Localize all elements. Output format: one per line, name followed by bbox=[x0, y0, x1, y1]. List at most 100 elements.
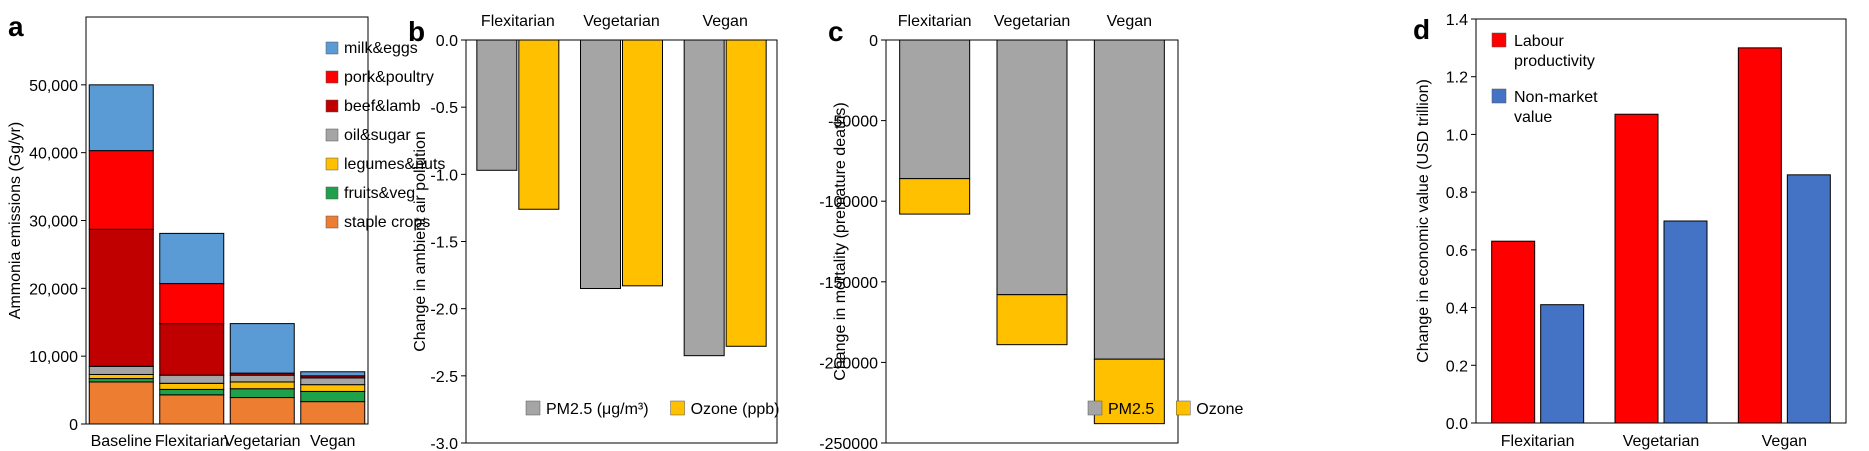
bar-segment bbox=[229, 388, 295, 399]
y-tick-label: -250000 bbox=[819, 436, 878, 451]
legend-label: PM2.5 bbox=[1108, 401, 1154, 418]
legend-label: beef&lamb bbox=[344, 98, 421, 115]
x-category-label: Vegetarian bbox=[1623, 433, 1700, 450]
legend-swatch bbox=[325, 215, 339, 229]
bar-segment bbox=[159, 283, 225, 325]
bar bbox=[518, 39, 560, 210]
x-category-label: Flexitarian bbox=[481, 13, 555, 30]
legend-label: value bbox=[1514, 109, 1552, 126]
bar-segment bbox=[300, 377, 366, 386]
bar-segment bbox=[88, 378, 154, 383]
y-tick-label: 1.4 bbox=[1446, 12, 1468, 29]
y-tick-label: 1.2 bbox=[1446, 70, 1468, 87]
legend-label: Ozone (ppb) bbox=[691, 401, 780, 418]
y-tick-label: -200000 bbox=[819, 355, 878, 372]
x-category-label: Vegetarian bbox=[583, 13, 660, 30]
y-tick-label: 40,000 bbox=[29, 146, 78, 163]
bar-segment bbox=[229, 374, 295, 383]
legend-swatch bbox=[325, 70, 339, 84]
bar-segment bbox=[899, 39, 971, 180]
y-tick-label: -50000 bbox=[828, 114, 878, 131]
bar-segment bbox=[88, 228, 154, 367]
x-category-label: Flexitarian bbox=[1501, 433, 1575, 450]
bar bbox=[1491, 240, 1536, 424]
bar-segment bbox=[300, 371, 366, 377]
plot-area-frame bbox=[1475, 18, 1847, 424]
bar bbox=[580, 39, 621, 290]
legend-label: legumes&nuts bbox=[344, 156, 445, 173]
bar-segment bbox=[159, 323, 225, 376]
y-tick-label: 0.2 bbox=[1446, 358, 1468, 375]
legend-label: Ozone bbox=[1196, 401, 1243, 418]
bar-segment bbox=[159, 388, 225, 396]
bar-segment bbox=[88, 84, 154, 152]
bar-segment bbox=[996, 39, 1068, 296]
bar-segment bbox=[229, 323, 295, 374]
legend-label: staple crops bbox=[344, 214, 430, 231]
legend-swatch bbox=[525, 400, 541, 416]
legend-label: fruits&veg bbox=[344, 185, 415, 202]
y-tick-label: 0.0 bbox=[1446, 416, 1468, 433]
y-tick-label: 0 bbox=[869, 33, 878, 50]
legend-swatch bbox=[325, 157, 339, 171]
bar-segment bbox=[88, 150, 154, 230]
y-tick-label: 0.4 bbox=[1446, 301, 1468, 318]
bar-segment bbox=[88, 365, 154, 375]
y-tick-label: -150000 bbox=[819, 275, 878, 292]
x-category-label: Vegan bbox=[1762, 433, 1807, 450]
x-category-label: Flexitarian bbox=[898, 13, 972, 30]
legend-label: Non-market bbox=[1514, 89, 1598, 106]
y-tick-label: 10,000 bbox=[29, 349, 78, 366]
x-category-label: Vegan bbox=[702, 13, 747, 30]
bar-segment bbox=[300, 401, 366, 425]
panel-c: c 0 -50000 -100000 -150000 -200000 -250000 Chan… bbox=[819, 13, 1243, 451]
panel-label-c: c bbox=[828, 16, 844, 47]
y-tick-label: -2.0 bbox=[430, 302, 458, 319]
legend-swatch bbox=[325, 186, 339, 200]
legend-label: productivity bbox=[1514, 53, 1595, 70]
y-tick-label: -3.0 bbox=[430, 436, 458, 451]
legend-swatch bbox=[325, 41, 339, 55]
y-tick-label: 50,000 bbox=[29, 78, 78, 95]
x-category-label: Flexitarian bbox=[155, 433, 229, 450]
panel-label-b: b bbox=[408, 16, 425, 47]
bar-segment bbox=[159, 394, 225, 425]
bar-segment bbox=[996, 294, 1068, 346]
x-category-label: Vegan bbox=[310, 433, 355, 450]
y-tick-label: 30,000 bbox=[29, 214, 78, 231]
bar bbox=[1663, 220, 1708, 424]
y-axis-title: Change in economic value (USD trillion) bbox=[1415, 79, 1432, 363]
bar-segment bbox=[159, 374, 225, 384]
y-tick-label: 0 bbox=[69, 417, 78, 434]
bar-segment bbox=[159, 382, 225, 390]
x-category-label: Vegan bbox=[1107, 13, 1152, 30]
bar-segment bbox=[88, 381, 154, 425]
y-tick-label: 1.0 bbox=[1446, 127, 1468, 144]
x-category-label: Vegetarian bbox=[224, 433, 301, 450]
bar bbox=[725, 39, 767, 347]
legend-swatch bbox=[1087, 400, 1103, 416]
legend-label: oil&sugar bbox=[344, 127, 411, 144]
legend-swatch bbox=[325, 128, 339, 142]
legend-label: Labour bbox=[1514, 33, 1564, 50]
y-tick-label: -1.0 bbox=[430, 167, 458, 184]
y-tick-label: -0.5 bbox=[430, 100, 458, 117]
bar-segment bbox=[1093, 39, 1165, 360]
bar bbox=[622, 39, 663, 287]
bar-segment bbox=[300, 384, 366, 392]
y-tick-label: -100000 bbox=[819, 194, 878, 211]
legend-swatch bbox=[325, 99, 339, 113]
panel-b: b 0.0 -0.5 -1.0 -1.5 -2.0 -2.5 -3.0 Change in am… bbox=[408, 13, 780, 451]
legend-label: PM2.5 (μg/m³) bbox=[546, 401, 649, 418]
bar bbox=[1540, 304, 1585, 424]
y-axis-title: Ammonia emissions (Gg/yr) bbox=[7, 122, 24, 319]
y-tick-label: 0.8 bbox=[1446, 185, 1468, 202]
panel-a: a 0 10,000 20,000 30,000 40,000 50,000 Ammonia … bbox=[7, 11, 445, 450]
legend-swatch bbox=[1176, 400, 1191, 416]
bar-segment bbox=[229, 381, 295, 390]
x-category-label: Baseline bbox=[91, 433, 152, 450]
y-tick-label: 20,000 bbox=[29, 281, 78, 298]
bar-segment bbox=[88, 373, 154, 380]
bar bbox=[1786, 174, 1831, 424]
